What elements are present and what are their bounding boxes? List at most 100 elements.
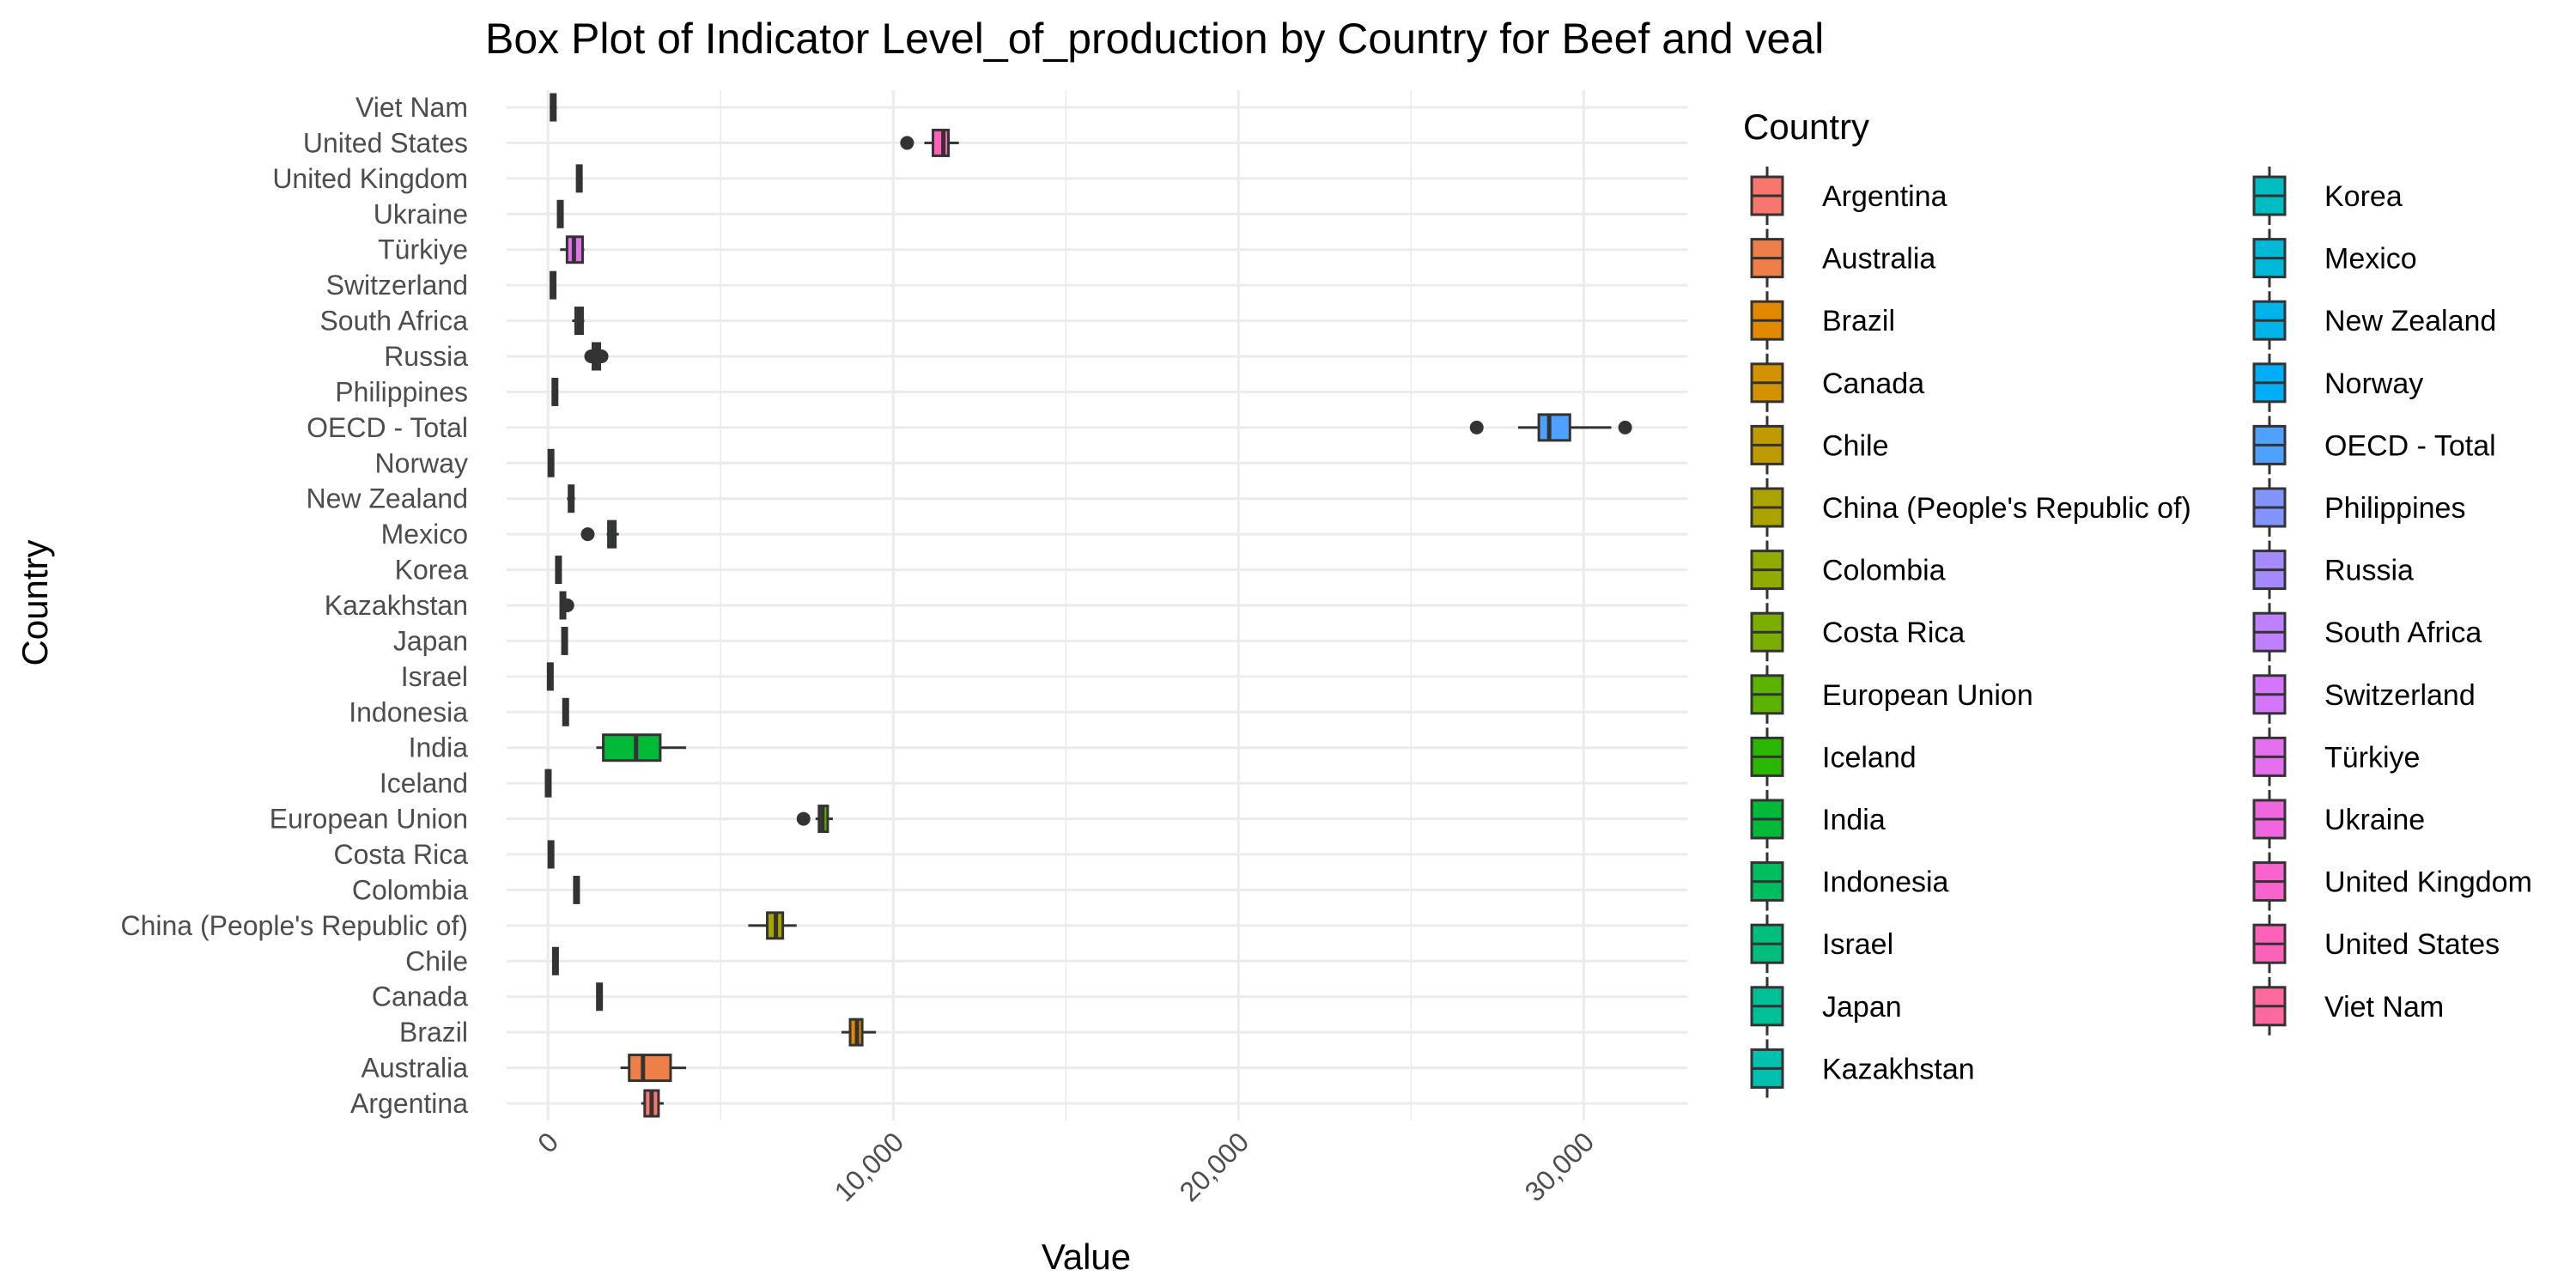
legend-item-viet-nam: Viet Nam xyxy=(2252,976,2444,1036)
legend-label: Iceland xyxy=(1822,741,1917,774)
legend-items: Argentina Australia Brazil Canada Chile China… xyxy=(1750,167,2532,1098)
y-tick-label: New Zealand xyxy=(306,483,468,514)
legend-label: New Zealand xyxy=(2324,305,2496,337)
box-costa-rica xyxy=(547,840,555,869)
y-tick-label: Israel xyxy=(401,661,468,692)
box-viet-nam xyxy=(550,93,557,122)
y-tick-label: Viet Nam xyxy=(355,92,468,123)
box-india xyxy=(596,733,687,762)
legend-item-united-states: United States xyxy=(2252,914,2500,974)
legend-item-chile: Chile xyxy=(1750,416,1888,475)
legend-item-china-people-s-republic-of: China (People's Republic of) xyxy=(1750,478,2191,537)
outlier-point xyxy=(580,527,595,542)
legend-item-t-rkiye: Türkiye xyxy=(2252,727,2420,787)
legend-label: South Africa xyxy=(2324,617,2482,649)
box-australia xyxy=(620,1054,687,1083)
legend-item-korea: Korea xyxy=(2252,167,2403,225)
y-tick-label: Canada xyxy=(372,981,468,1012)
box-china-people-s-republic-of xyxy=(748,911,797,940)
legend-label: United Kingdom xyxy=(2324,866,2532,899)
legend-item-philippines: Philippines xyxy=(2252,478,2465,537)
y-axis-title: Country xyxy=(15,539,55,665)
y-tick-label: OECD - Total xyxy=(307,412,468,443)
box-new-zealand xyxy=(567,484,575,513)
legend-label: Viet Nam xyxy=(2324,991,2444,1024)
legend-label: Australia xyxy=(1822,243,1935,276)
legend-item-european-union: European Union xyxy=(1750,665,2033,724)
chart-title: Box Plot of Indicator Level_of_productio… xyxy=(485,15,1824,63)
box-chile xyxy=(551,946,559,975)
outlier-point xyxy=(594,349,609,363)
legend-item-south-africa: South Africa xyxy=(2252,603,2482,662)
legend-label: Kazakhstan xyxy=(1822,1053,1975,1085)
box-iqr xyxy=(932,128,951,157)
box-mexico xyxy=(580,519,619,549)
y-tick-label: Colombia xyxy=(352,874,468,905)
box-united-kingdom xyxy=(575,164,583,193)
box-russia xyxy=(584,342,609,371)
y-tick-label: Iceland xyxy=(380,768,468,799)
legend: Country Argentina Australia Brazil Canada Ch… xyxy=(1743,106,2532,1098)
legend-item-oecd-total: OECD - Total xyxy=(2252,416,2496,475)
y-tick-label: Costa Rica xyxy=(334,839,469,870)
legend-item-colombia: Colombia xyxy=(1750,540,1946,599)
box-european-union xyxy=(796,805,833,834)
box-korea xyxy=(555,556,562,585)
x-axis-title: Value xyxy=(1042,1236,1131,1277)
y-tick-label: Korea xyxy=(395,555,469,586)
box-canada xyxy=(596,982,604,1012)
legend-item-ukraine: Ukraine xyxy=(2252,790,2425,848)
box-indonesia xyxy=(562,697,569,726)
grid-lines xyxy=(507,90,1687,1121)
y-tick-label: Philippines xyxy=(335,376,468,407)
outlier-point xyxy=(900,136,914,150)
legend-label: Colombia xyxy=(1822,555,1946,587)
box-iqr xyxy=(602,733,662,762)
y-tick-label: Australia xyxy=(361,1053,469,1084)
legend-label: Korea xyxy=(2324,180,2403,213)
y-tick-label: United States xyxy=(303,127,468,158)
legend-item-indonesia: Indonesia xyxy=(1750,852,1949,911)
legend-label: Costa Rica xyxy=(1822,617,1965,649)
legend-item-costa-rica: Costa Rica xyxy=(1750,603,1965,662)
y-tick-label: United Kingdom xyxy=(272,163,468,194)
legend-label: Japan xyxy=(1822,991,1902,1024)
legend-label: India xyxy=(1822,804,1886,836)
y-tick-label: India xyxy=(409,732,469,763)
x-tick-label: 20,000 xyxy=(1174,1126,1255,1207)
y-tick-label: Kazakhstan xyxy=(325,590,468,621)
box-argentina xyxy=(641,1089,664,1118)
outlier-point xyxy=(1618,420,1632,434)
legend-label: Canada xyxy=(1822,368,1924,400)
legend-label: Brazil xyxy=(1822,305,1895,337)
legend-item-mexico: Mexico xyxy=(2252,228,2417,288)
box-norway xyxy=(547,448,555,477)
box-switzerland xyxy=(550,270,557,300)
box-united-states xyxy=(900,128,959,157)
x-tick-labels: 0 10,000 20,000 30,000 xyxy=(532,1126,1600,1207)
legend-item-kazakhstan: Kazakhstan xyxy=(1750,1039,1975,1098)
box-israel xyxy=(546,662,554,691)
legend-label: Philippines xyxy=(2324,492,2465,525)
box-colombia xyxy=(573,875,580,904)
box-iqr xyxy=(1537,413,1571,442)
y-tick-label: Ukraine xyxy=(374,198,468,229)
legend-label: China (People's Republic of) xyxy=(1822,492,2191,525)
legend-item-brazil: Brazil xyxy=(1750,291,1895,350)
outlier-point xyxy=(584,349,598,363)
box-iceland xyxy=(544,769,552,798)
legend-item-india: India xyxy=(1750,790,1886,848)
box-ukraine xyxy=(556,199,564,228)
legend-label: Indonesia xyxy=(1822,866,1949,899)
y-tick-label: Norway xyxy=(375,447,468,478)
legend-label: Switzerland xyxy=(2324,679,2476,712)
y-tick-label: South Africa xyxy=(319,306,468,337)
outlier-point xyxy=(1469,420,1484,434)
legend-item-switzerland: Switzerland xyxy=(2252,665,2476,724)
box-t-rkiye xyxy=(560,235,585,264)
y-tick-label: Mexico xyxy=(381,519,468,550)
y-tick-label: Argentina xyxy=(350,1088,468,1119)
legend-label: Ukraine xyxy=(2324,804,2425,836)
box-kazakhstan xyxy=(559,591,574,620)
